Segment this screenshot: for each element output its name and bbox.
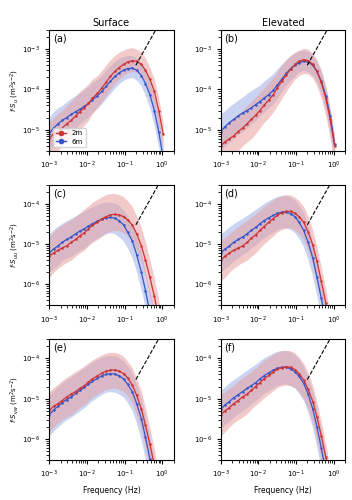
Title: Surface: Surface: [93, 18, 130, 28]
Text: (c): (c): [53, 188, 66, 198]
Legend: 2m, 6m: 2m, 6m: [53, 128, 86, 148]
X-axis label: Frequency (Hz): Frequency (Hz): [82, 486, 140, 495]
Y-axis label: $f{\cdot}S_{vw}\ (\mathrm{m}^2\mathrm{s}^{-2})$: $f{\cdot}S_{vw}\ (\mathrm{m}^2\mathrm{s}…: [9, 376, 21, 423]
Title: Elevated: Elevated: [262, 18, 304, 28]
Y-axis label: $f{\cdot}S_u\ (\mathrm{m}^2\mathrm{s}^{-2})$: $f{\cdot}S_u\ (\mathrm{m}^2\mathrm{s}^{-…: [9, 69, 21, 112]
Y-axis label: $f{\cdot}S_{uu}\ (\mathrm{m}^2\mathrm{s}^{-2})$: $f{\cdot}S_{uu}\ (\mathrm{m}^2\mathrm{s}…: [9, 222, 21, 268]
Text: (d): (d): [225, 188, 238, 198]
Text: (e): (e): [53, 343, 67, 353]
Text: (a): (a): [53, 34, 67, 43]
Text: (f): (f): [225, 343, 235, 353]
Text: (b): (b): [225, 34, 238, 43]
X-axis label: Frequency (Hz): Frequency (Hz): [254, 486, 312, 495]
